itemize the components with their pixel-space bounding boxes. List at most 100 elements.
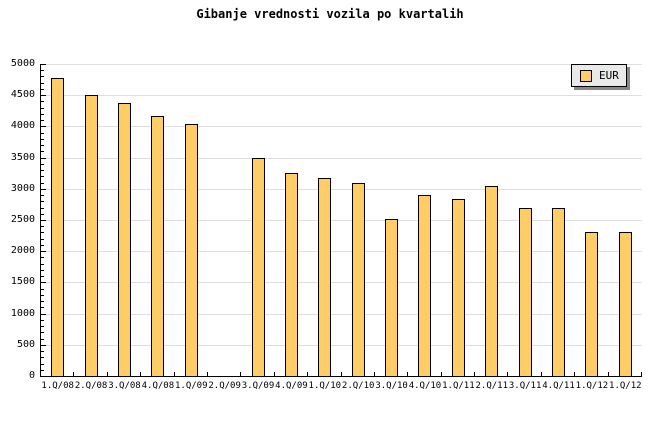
- y-tick-label: 2500: [10, 214, 35, 225]
- y-axis-tick: [41, 213, 44, 215]
- x-tick-label: 1.Q/11: [442, 381, 475, 391]
- y-axis-tick: [41, 107, 44, 109]
- gridline: [41, 220, 642, 221]
- y-axis-tick: [41, 319, 44, 321]
- gridline: [41, 157, 642, 159]
- x-axis-tick: [140, 372, 141, 376]
- x-tick-label: 2.Q/09: [208, 381, 241, 391]
- y-tick-label: 3500: [10, 151, 35, 163]
- x-axis-tick: [641, 372, 642, 376]
- y-axis-tick: [41, 95, 46, 97]
- gridline: [41, 282, 642, 284]
- bar: [251, 157, 265, 376]
- x-axis-tick: [341, 372, 342, 376]
- bar: [351, 182, 365, 376]
- y-tick-label: 4000: [10, 120, 35, 132]
- bar: [552, 207, 566, 376]
- bar: [618, 231, 632, 376]
- legend-swatch-icon: [580, 69, 592, 82]
- gridline: [41, 251, 642, 253]
- x-tick-label: 1.Q/10: [308, 381, 342, 391]
- bar: [518, 207, 532, 376]
- y-axis-tick: [41, 101, 44, 103]
- legend: EUR: [571, 64, 627, 87]
- y-axis-tick: [41, 176, 44, 178]
- y-axis-tick: [41, 369, 44, 371]
- y-axis-tick: [41, 307, 44, 309]
- gridline: [41, 95, 642, 97]
- x-axis-tick: [407, 372, 408, 376]
- x-tick-label: 2.Q/10: [341, 381, 375, 391]
- x-tick-label: 1.Q/08: [41, 381, 74, 391]
- y-axis-tick: [41, 263, 44, 265]
- y-axis-tick: [41, 326, 44, 328]
- bar: [418, 195, 432, 376]
- y-axis-tick: [41, 163, 44, 165]
- x-tick-label: 3.Q/08: [108, 381, 141, 391]
- y-axis-tick: [41, 276, 44, 278]
- y-axis-tick: [41, 238, 44, 240]
- gridline: [41, 64, 642, 65]
- x-axis-tick: [107, 372, 108, 376]
- x-axis-tick: [374, 372, 375, 376]
- x-tick-label: 3.Q/09: [241, 381, 275, 391]
- x-axis-tick: [608, 372, 609, 376]
- y-axis-labels: 0 500 1000 1500 2000 2500 3000 3500 4000 4500 5000: [0, 59, 35, 381]
- x-tick-label: 3.Q/10: [375, 381, 408, 391]
- y-axis-tick: [41, 64, 46, 65]
- y-axis-tick: [41, 157, 46, 159]
- x-axis-tick: [73, 372, 74, 376]
- y-tick-label: 5000: [10, 58, 35, 69]
- y-axis-tick: [41, 282, 46, 284]
- y-axis-tick: [41, 232, 44, 234]
- x-tick-label: 4.Q/08: [141, 381, 175, 391]
- y-axis-tick: [41, 251, 46, 253]
- y-axis-tick: [41, 126, 46, 128]
- gridline: [41, 344, 642, 346]
- x-tick-label: 4.Q/09: [275, 381, 308, 391]
- y-axis-tick: [41, 138, 44, 140]
- x-tick-label: 1.Q/12: [609, 381, 642, 391]
- y-axis-tick: [41, 344, 46, 346]
- y-axis-tick: [41, 338, 44, 340]
- y-axis-tick: [41, 82, 44, 84]
- x-tick-label: 4.Q/11: [542, 381, 575, 391]
- bar: [51, 78, 65, 376]
- y-axis-tick: [41, 294, 44, 296]
- y-axis-tick: [41, 113, 44, 115]
- y-axis-tick: [41, 301, 44, 303]
- x-tick-label: 2.Q/08: [74, 381, 108, 391]
- y-axis-tick: [41, 70, 44, 72]
- y-axis-tick: [41, 207, 44, 209]
- y-axis-tick: [41, 220, 46, 221]
- x-axis-tick: [574, 372, 575, 376]
- y-axis-tick: [41, 226, 44, 228]
- y-axis-tick: [41, 363, 44, 365]
- y-tick-label: 1000: [10, 307, 35, 319]
- x-tick-label: 4.Q/10: [408, 381, 442, 391]
- y-axis-tick: [41, 351, 44, 353]
- bar: [385, 218, 399, 376]
- bar: [284, 173, 298, 376]
- bar: [151, 116, 165, 376]
- y-axis-tick: [41, 151, 44, 153]
- y-axis-tick: [41, 313, 46, 315]
- bar: [451, 198, 465, 376]
- x-axis-tick: [240, 372, 241, 376]
- y-axis-tick: [41, 132, 44, 134]
- x-axis-tick: [507, 372, 508, 376]
- bar: [184, 123, 198, 376]
- y-axis-tick: [41, 88, 44, 90]
- x-axis-labels: 1.Q/08 2.Q/08 3.Q/08 4.Q/08 1.Q/09 2.Q/09 3.Q/…: [41, 381, 642, 395]
- y-axis-tick: [41, 269, 44, 271]
- y-axis-tick: [41, 357, 44, 359]
- x-tick-label: 1.Q/09: [174, 381, 208, 391]
- y-axis-tick: [41, 257, 44, 259]
- chart-title: Gibanje vrednosti vozila po kvartalih: [196, 7, 464, 21]
- x-axis-tick: [541, 372, 542, 376]
- y-tick-label: 4500: [10, 89, 35, 101]
- y-tick-label: 2000: [10, 245, 35, 257]
- y-axis-tick: [41, 244, 44, 246]
- x-tick-label: 2.Q/11: [475, 381, 509, 391]
